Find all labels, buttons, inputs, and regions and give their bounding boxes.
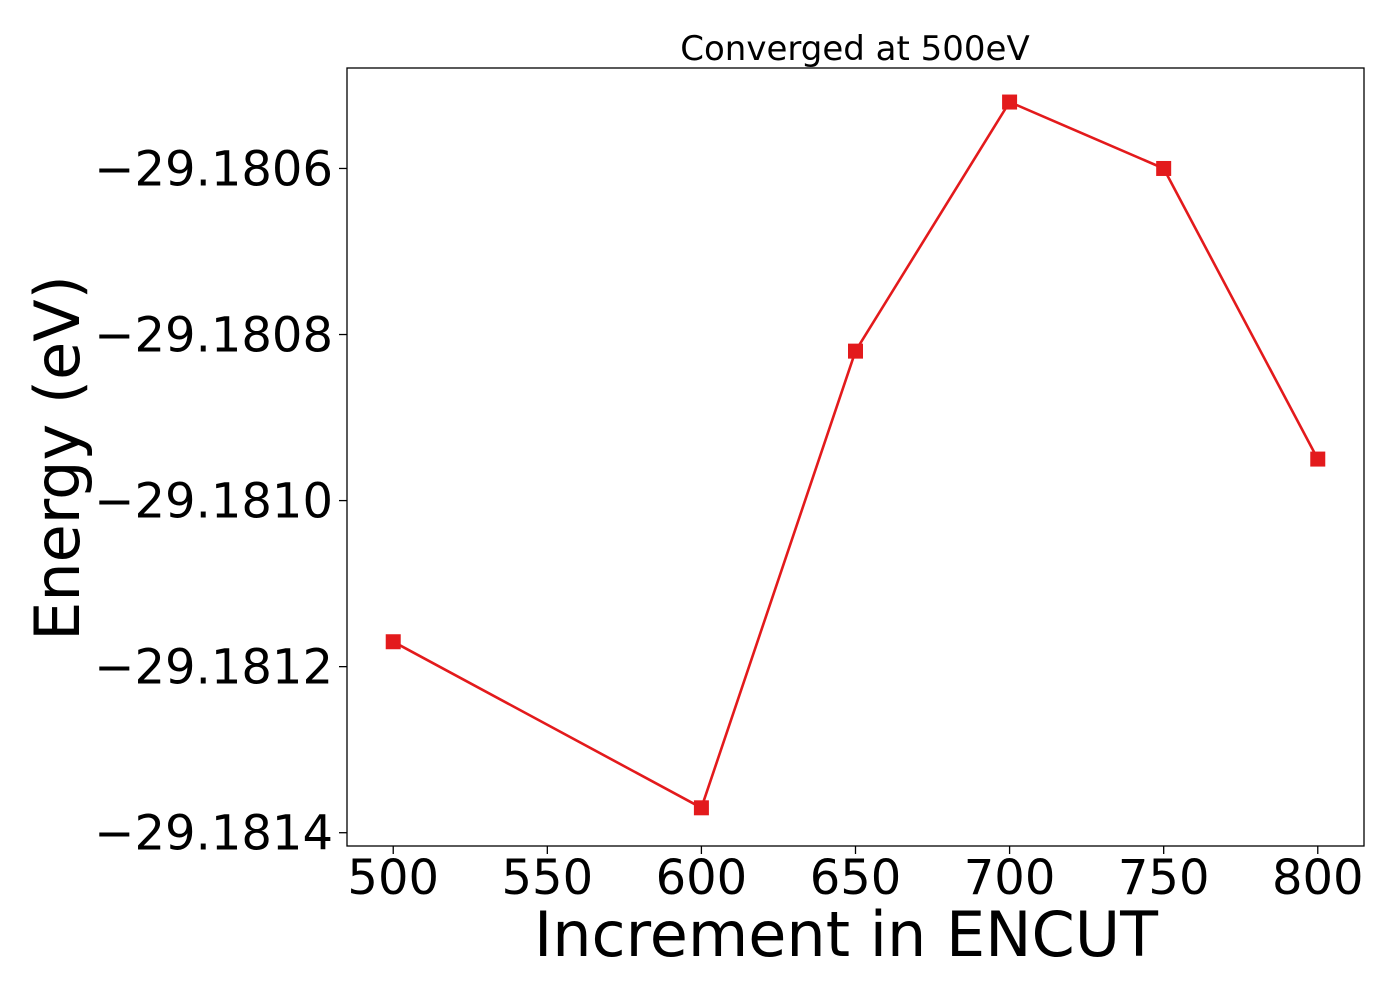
data-point-marker <box>693 800 709 816</box>
x-tick-label: 700 <box>964 850 1056 906</box>
chart-title: Converged at 500eV <box>680 29 1029 69</box>
x-tick-label: 550 <box>502 850 594 906</box>
x-axis-label: Increment in ENCUT <box>534 898 1159 971</box>
y-tick-label: −29.1814 <box>94 806 333 862</box>
series-line <box>392 100 1319 810</box>
x-tick-label: 800 <box>1272 850 1364 906</box>
y-tick-label: −29.1806 <box>94 141 333 197</box>
data-point-marker <box>1310 451 1326 467</box>
data-point-marker <box>1156 160 1172 176</box>
data-point-marker <box>385 634 401 650</box>
x-tick-label: 750 <box>1118 850 1210 906</box>
data-point-marker <box>1002 94 1018 110</box>
y-axis-label: Energy (eV) <box>21 275 94 641</box>
data-point-marker <box>848 343 863 359</box>
x-tick-label: 600 <box>656 850 748 906</box>
x-tick-label: 500 <box>347 850 439 906</box>
y-tick-label: −29.1810 <box>94 474 333 530</box>
plot-area: 500 550 600 650 700 750 800 −29.1806 −29.1808 −29… <box>94 67 1365 906</box>
y-tick-label: −29.1812 <box>94 640 333 696</box>
x-tick-label: 650 <box>810 850 902 906</box>
plot-frame <box>346 67 1365 847</box>
y-tick-label: −29.1808 <box>94 308 333 364</box>
